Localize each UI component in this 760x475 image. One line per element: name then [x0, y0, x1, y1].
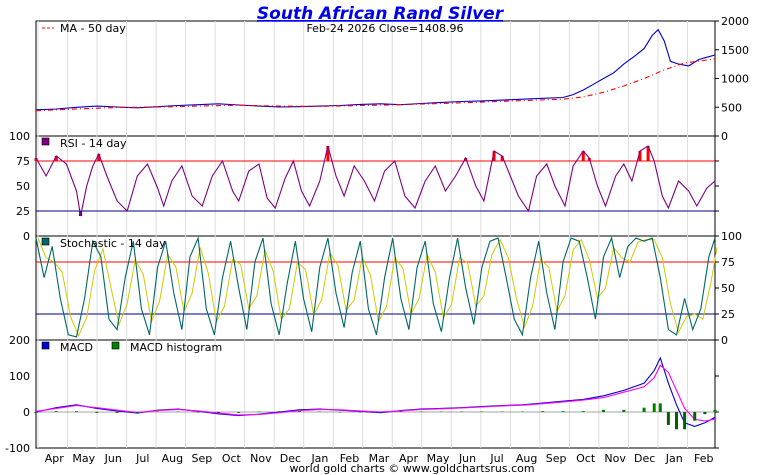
legend-swatch-macd: [41, 341, 50, 350]
month-label: Jan: [310, 452, 328, 465]
ytick-rsi: 50: [16, 180, 30, 193]
legend-swatch-stochastic: [41, 237, 50, 246]
month-label: Apr: [45, 452, 65, 465]
legend-swatch-macd: [111, 341, 120, 350]
month-label: Jul: [489, 452, 503, 465]
month-label: Apr: [399, 452, 419, 465]
legend-label-stochastic: Stochastic - 14 day: [60, 237, 166, 250]
month-label: May: [72, 452, 95, 465]
ytick-rsi: 75: [16, 155, 30, 168]
month-label: Feb: [340, 452, 359, 465]
chart-footer: world gold charts © www.goldchartsrus.co…: [289, 462, 534, 475]
ytick-macd: 0: [23, 406, 30, 419]
ytick-stochastic: 0: [721, 334, 728, 347]
ytick-price: 0: [721, 130, 728, 143]
month-label: Dec: [280, 452, 301, 465]
series-line-rsi-14-day: [35, 145, 716, 217]
month-label: Jun: [458, 452, 476, 465]
chart-legends: MA - 50 day RSI - 14 day Stochastic - 14 d…: [41, 22, 222, 354]
ytick-price: 2000: [721, 15, 749, 28]
month-label: Sep: [546, 452, 567, 465]
ytick-price: 1500: [721, 44, 749, 57]
month-label: May: [427, 452, 450, 465]
chart-subtitle: Feb-24 2026 Close=1408.96: [306, 22, 463, 35]
month-label: Jan: [665, 452, 683, 465]
series-line-macd-signal: [35, 364, 716, 422]
ytick-macd: 200: [9, 334, 30, 347]
ytick-rsi: 25: [16, 205, 30, 218]
panel-frame-macd: [35, 339, 716, 449]
chart-series: [34, 28, 718, 430]
month-label: Aug: [516, 452, 537, 465]
panel-frame-price: [35, 20, 716, 137]
month-label: Sep: [191, 452, 212, 465]
ytick-stochastic: 100: [721, 230, 742, 243]
month-label: Nov: [250, 452, 272, 465]
legend-label-macd: MACD histogram: [130, 341, 222, 354]
legend-swatch-rsi: [41, 137, 50, 146]
legend-label-macd: MACD: [60, 341, 93, 354]
series-line-stochastic: [35, 236, 716, 338]
chart-title: South African Rand Silver: [257, 4, 505, 24]
panel-frame-rsi: [35, 135, 716, 237]
month-label: Nov: [604, 452, 626, 465]
ytick-price: 500: [721, 101, 742, 114]
month-label: Mar: [369, 452, 390, 465]
series-line-ma-50-day: [35, 58, 716, 112]
chart-tick-labels: Apr May Jun Jul Aug Sep Oct Nov Dec Jan Feb Mar Apr M…: [5, 15, 749, 465]
legend-label-price: MA - 50 day: [60, 22, 126, 35]
ytick-stochastic: 25: [721, 308, 735, 321]
month-label: Jul: [135, 452, 149, 465]
month-label: Oct: [576, 452, 596, 465]
legend-label-rsi: RSI - 14 day: [60, 137, 127, 150]
month-label: Dec: [634, 452, 655, 465]
month-label: Aug: [162, 452, 183, 465]
series-line-macd: [35, 356, 716, 427]
chart-frame: [35, 20, 719, 449]
month-label: Oct: [222, 452, 242, 465]
series-line-price: [35, 28, 716, 111]
month-label: Jun: [104, 452, 122, 465]
chart-gridlines: [37, 21, 688, 448]
ytick-rsi: 0: [23, 230, 30, 243]
ytick-price: 1000: [721, 73, 749, 86]
ytick-stochastic: 75: [721, 256, 735, 269]
ytick-stochastic: 50: [721, 282, 735, 295]
ytick-macd: -100: [5, 442, 30, 455]
ytick-macd: 100: [9, 370, 30, 383]
month-label: Feb: [694, 452, 713, 465]
ytick-rsi: 100: [9, 130, 30, 143]
